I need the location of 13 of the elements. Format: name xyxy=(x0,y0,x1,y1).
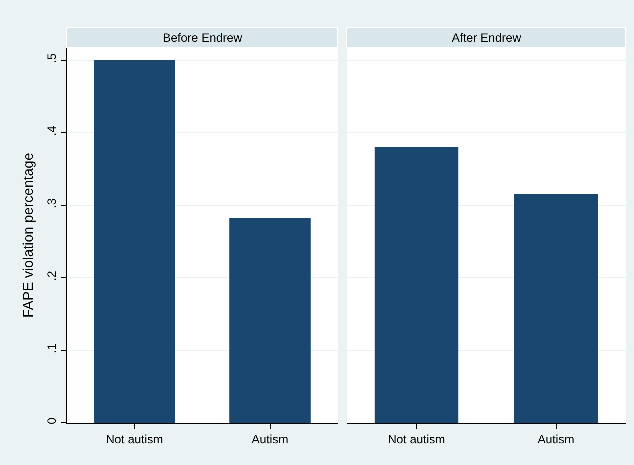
chart-title: Before Endrew xyxy=(163,31,243,45)
y-tick-label: .4 xyxy=(45,126,60,136)
x-tick-label: Autism xyxy=(252,432,289,446)
x-tick-label: Autism xyxy=(538,432,575,446)
x-tick-label: Not autism xyxy=(388,432,446,446)
y-tick-label: 0 xyxy=(45,418,60,425)
chart-title: After Endrew xyxy=(452,31,522,45)
y-tick-label: .5 xyxy=(45,53,60,64)
y-tick-label: .3 xyxy=(45,198,60,209)
y-tick-label: .1 xyxy=(45,343,60,354)
x-tick-label: Not autism xyxy=(106,432,164,446)
y-axis-title: FAPE violation percentage xyxy=(20,152,36,318)
y-tick-label: .2 xyxy=(45,270,60,282)
